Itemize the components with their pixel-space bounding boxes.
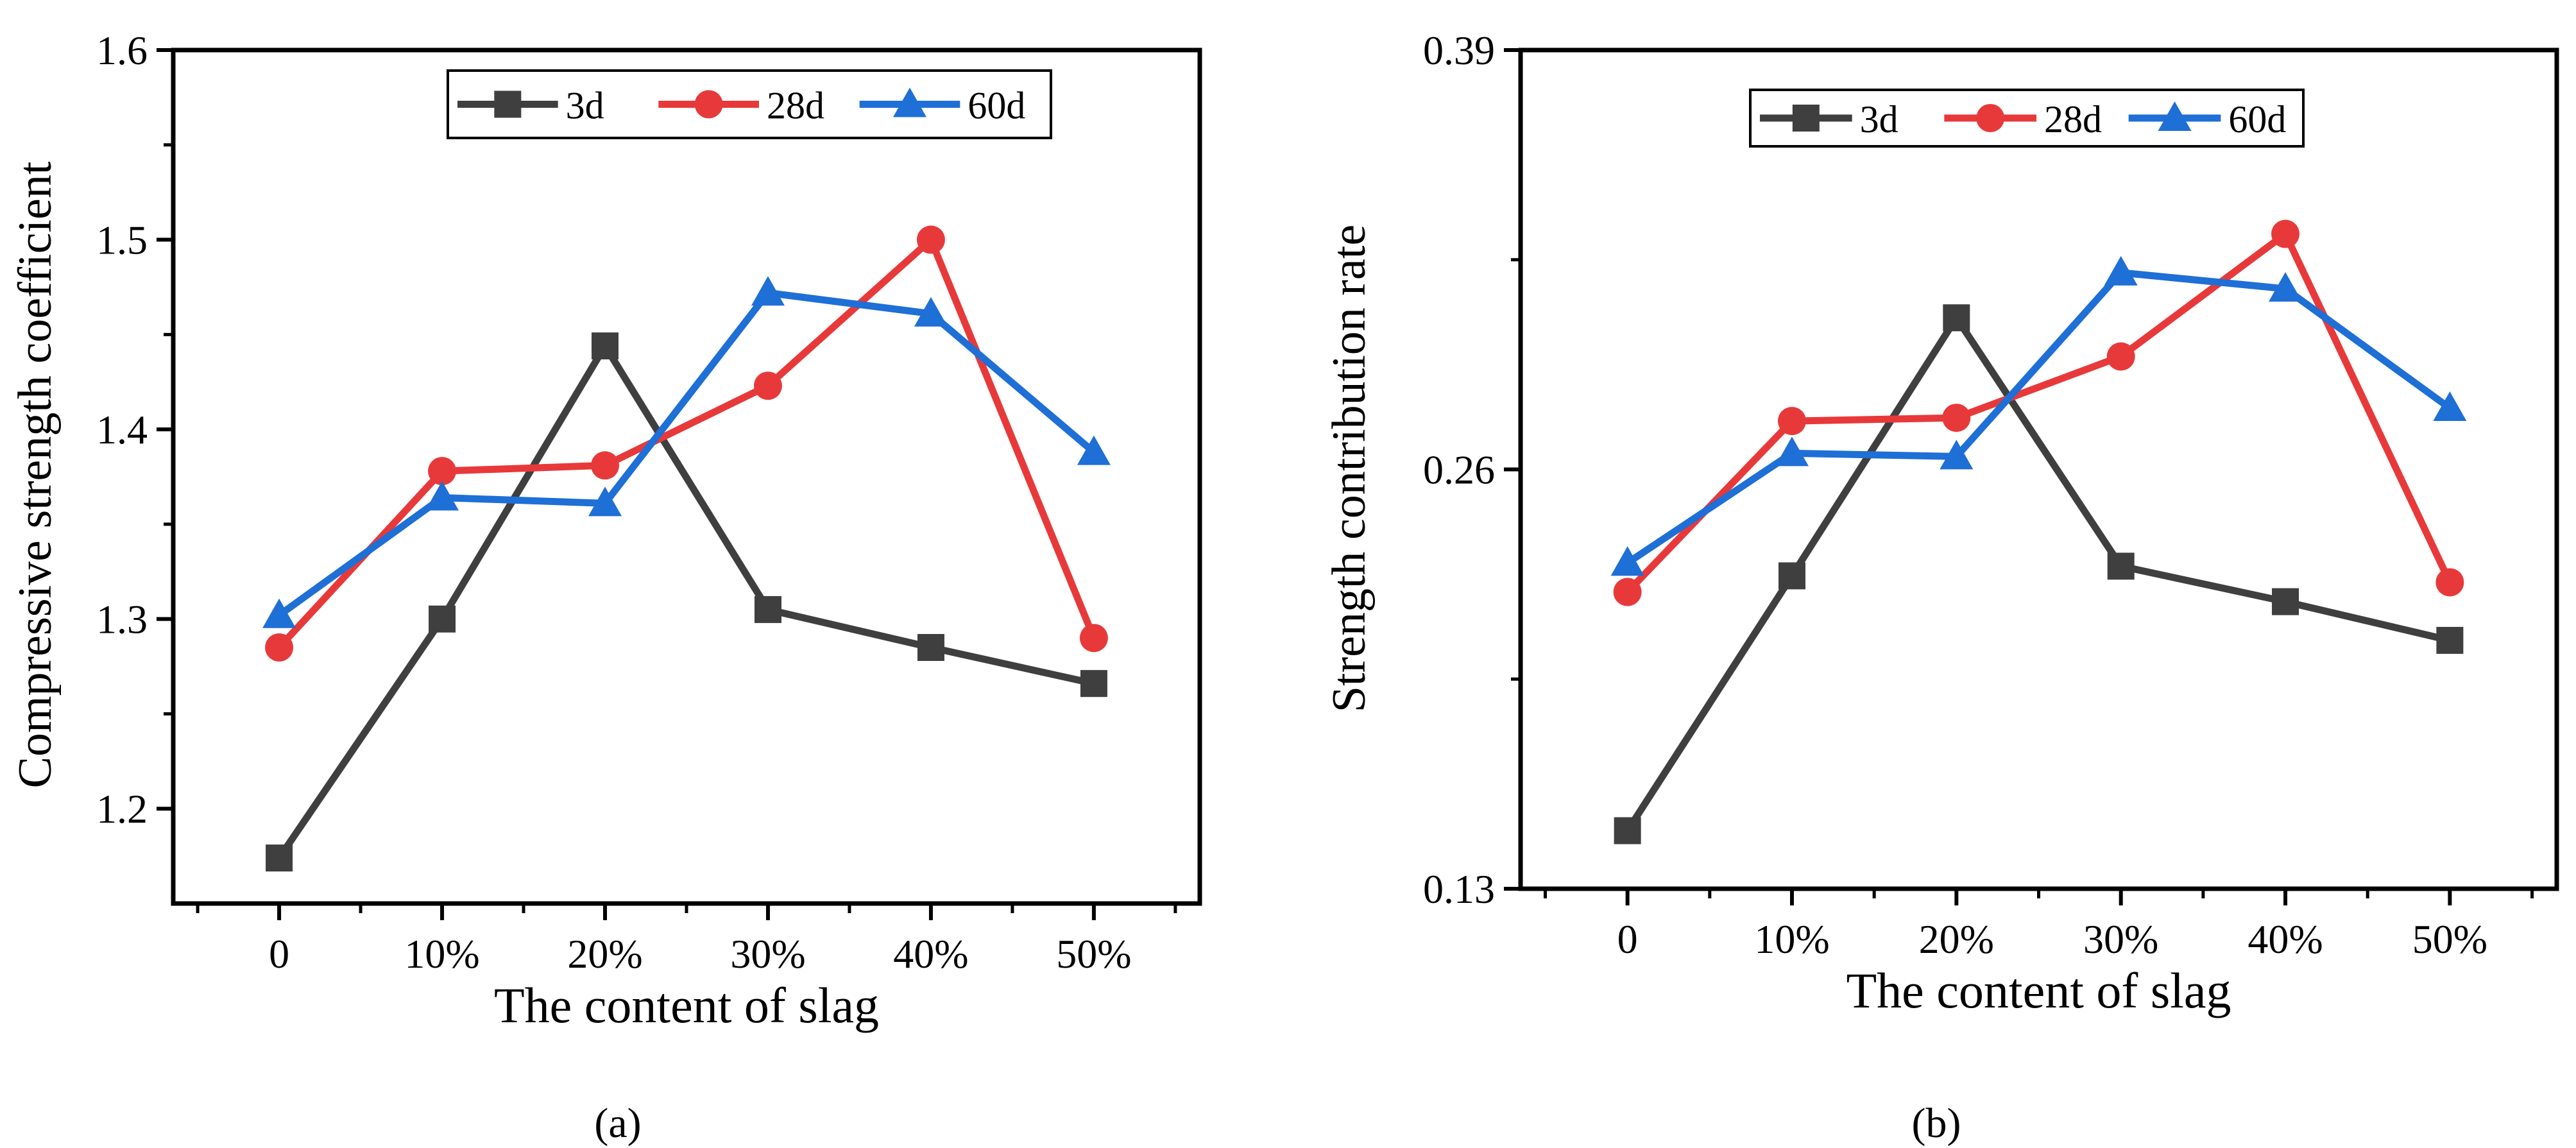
data-point-3d (917, 634, 944, 661)
data-point-60d (425, 481, 459, 511)
panel-label-b: (b) (1912, 1100, 1961, 1147)
x-tick-label: 30% (2083, 916, 2158, 962)
legend-label-28d: 28d (2044, 98, 2102, 141)
x-tick-label: 20% (1919, 916, 1994, 962)
data-point-28d (753, 372, 782, 400)
legend-label-60d: 60d (2228, 98, 2286, 141)
series-line-28d (1625, 230, 2453, 595)
legend-label-28d: 28d (767, 85, 824, 127)
chart-b: 0.13 0.26 0.39 0 10% 20% 30% 40% 50% The content … (1323, 28, 2559, 1018)
y-tick-label: 0.26 (1423, 447, 1495, 493)
series-line-28d (277, 236, 1098, 650)
data-point-60d (2433, 391, 2467, 421)
y-axis-label: Compressive strength coefficient (9, 161, 62, 788)
data-point-3d (1943, 304, 1970, 332)
y-tick-label: 1.4 (96, 407, 148, 452)
plot-frame (1518, 47, 2559, 891)
legend-marker-60d (893, 87, 926, 117)
data-point-28d (1942, 404, 1971, 433)
data-point-3d (1080, 670, 1107, 698)
data-point-28d (2435, 568, 2464, 597)
x-tick-label: 10% (1754, 916, 1829, 962)
data-point-3d (266, 844, 293, 872)
data-point-60d (2269, 271, 2303, 302)
series-line-60d (277, 289, 1096, 619)
y-tick-label: 1.3 (96, 597, 148, 642)
data-point-3d (754, 595, 781, 623)
legend-label-3d: 3d (1860, 98, 1898, 141)
data-point-3d (2107, 553, 2135, 580)
x-tick-label: 40% (2248, 916, 2323, 962)
y-axis-label: Strength contribution rate (1323, 225, 1376, 712)
data-point-28d (2271, 219, 2300, 248)
data-point-60d (1610, 546, 1644, 576)
x-tick-label: 0 (269, 931, 289, 977)
data-point-3d (429, 605, 456, 633)
data-point-3d (592, 332, 619, 360)
y-tick-label: 1.2 (96, 786, 148, 832)
x-tick-label: 10% (404, 931, 479, 977)
x-axis-label: The content of slag (494, 977, 879, 1033)
data-point-60d (588, 486, 622, 517)
data-point-28d (916, 225, 945, 254)
legend-label-60d: 60d (968, 85, 1025, 127)
data-point-28d (428, 457, 457, 486)
data-point-3d (2272, 588, 2299, 615)
data-point-3d (1614, 817, 1641, 844)
x-tick-label: 40% (893, 931, 968, 977)
data-point-60d (1775, 436, 1809, 467)
y-tick-label: 1.5 (96, 218, 148, 263)
data-point-28d (1777, 407, 1806, 436)
data-point-60d (751, 276, 785, 306)
data-point-60d (914, 296, 948, 327)
y-tick-label: 0.39 (1423, 28, 1495, 73)
chart-a: 1.2 1.3 1.4 1.5 1.6 0 10% 20% 30% 40% 50% The conte… (9, 28, 1202, 1033)
data-point-60d (262, 598, 296, 628)
x-tick-label: 0 (1617, 916, 1638, 962)
data-point-28d (1079, 624, 1108, 653)
x-tick-label: 20% (567, 931, 642, 977)
data-point-3d (2436, 626, 2464, 654)
data-point-28d (591, 451, 620, 480)
x-tick-label: 50% (2412, 916, 2487, 962)
data-point-28d (2106, 342, 2135, 371)
legend-marker-60d (2158, 101, 2192, 131)
legend-marker-28d (1976, 104, 2005, 132)
legend-marker-3d (1792, 105, 1820, 132)
x-axis-label: The content of slag (1847, 963, 2231, 1018)
data-point-28d (265, 633, 294, 662)
x-tick-label: 30% (730, 931, 805, 977)
y-tick-label: 1.6 (96, 28, 148, 73)
series-line-3d (1625, 314, 2451, 833)
data-point-28d (1613, 578, 1642, 606)
legend-label-3d: 3d (566, 85, 604, 127)
data-point-60d (2104, 255, 2138, 286)
x-tick-label: 50% (1056, 931, 1131, 977)
legend-marker-3d (494, 90, 522, 118)
series-line-3d (276, 342, 1095, 861)
data-point-3d (1778, 562, 1805, 590)
data-point-60d (1940, 440, 1974, 470)
data-point-60d (1077, 435, 1111, 465)
series-line-60d (1625, 269, 2452, 566)
y-tick-label: 0.13 (1423, 866, 1495, 912)
panel-label-a: (a) (594, 1100, 641, 1147)
legend-marker-28d (694, 90, 723, 119)
